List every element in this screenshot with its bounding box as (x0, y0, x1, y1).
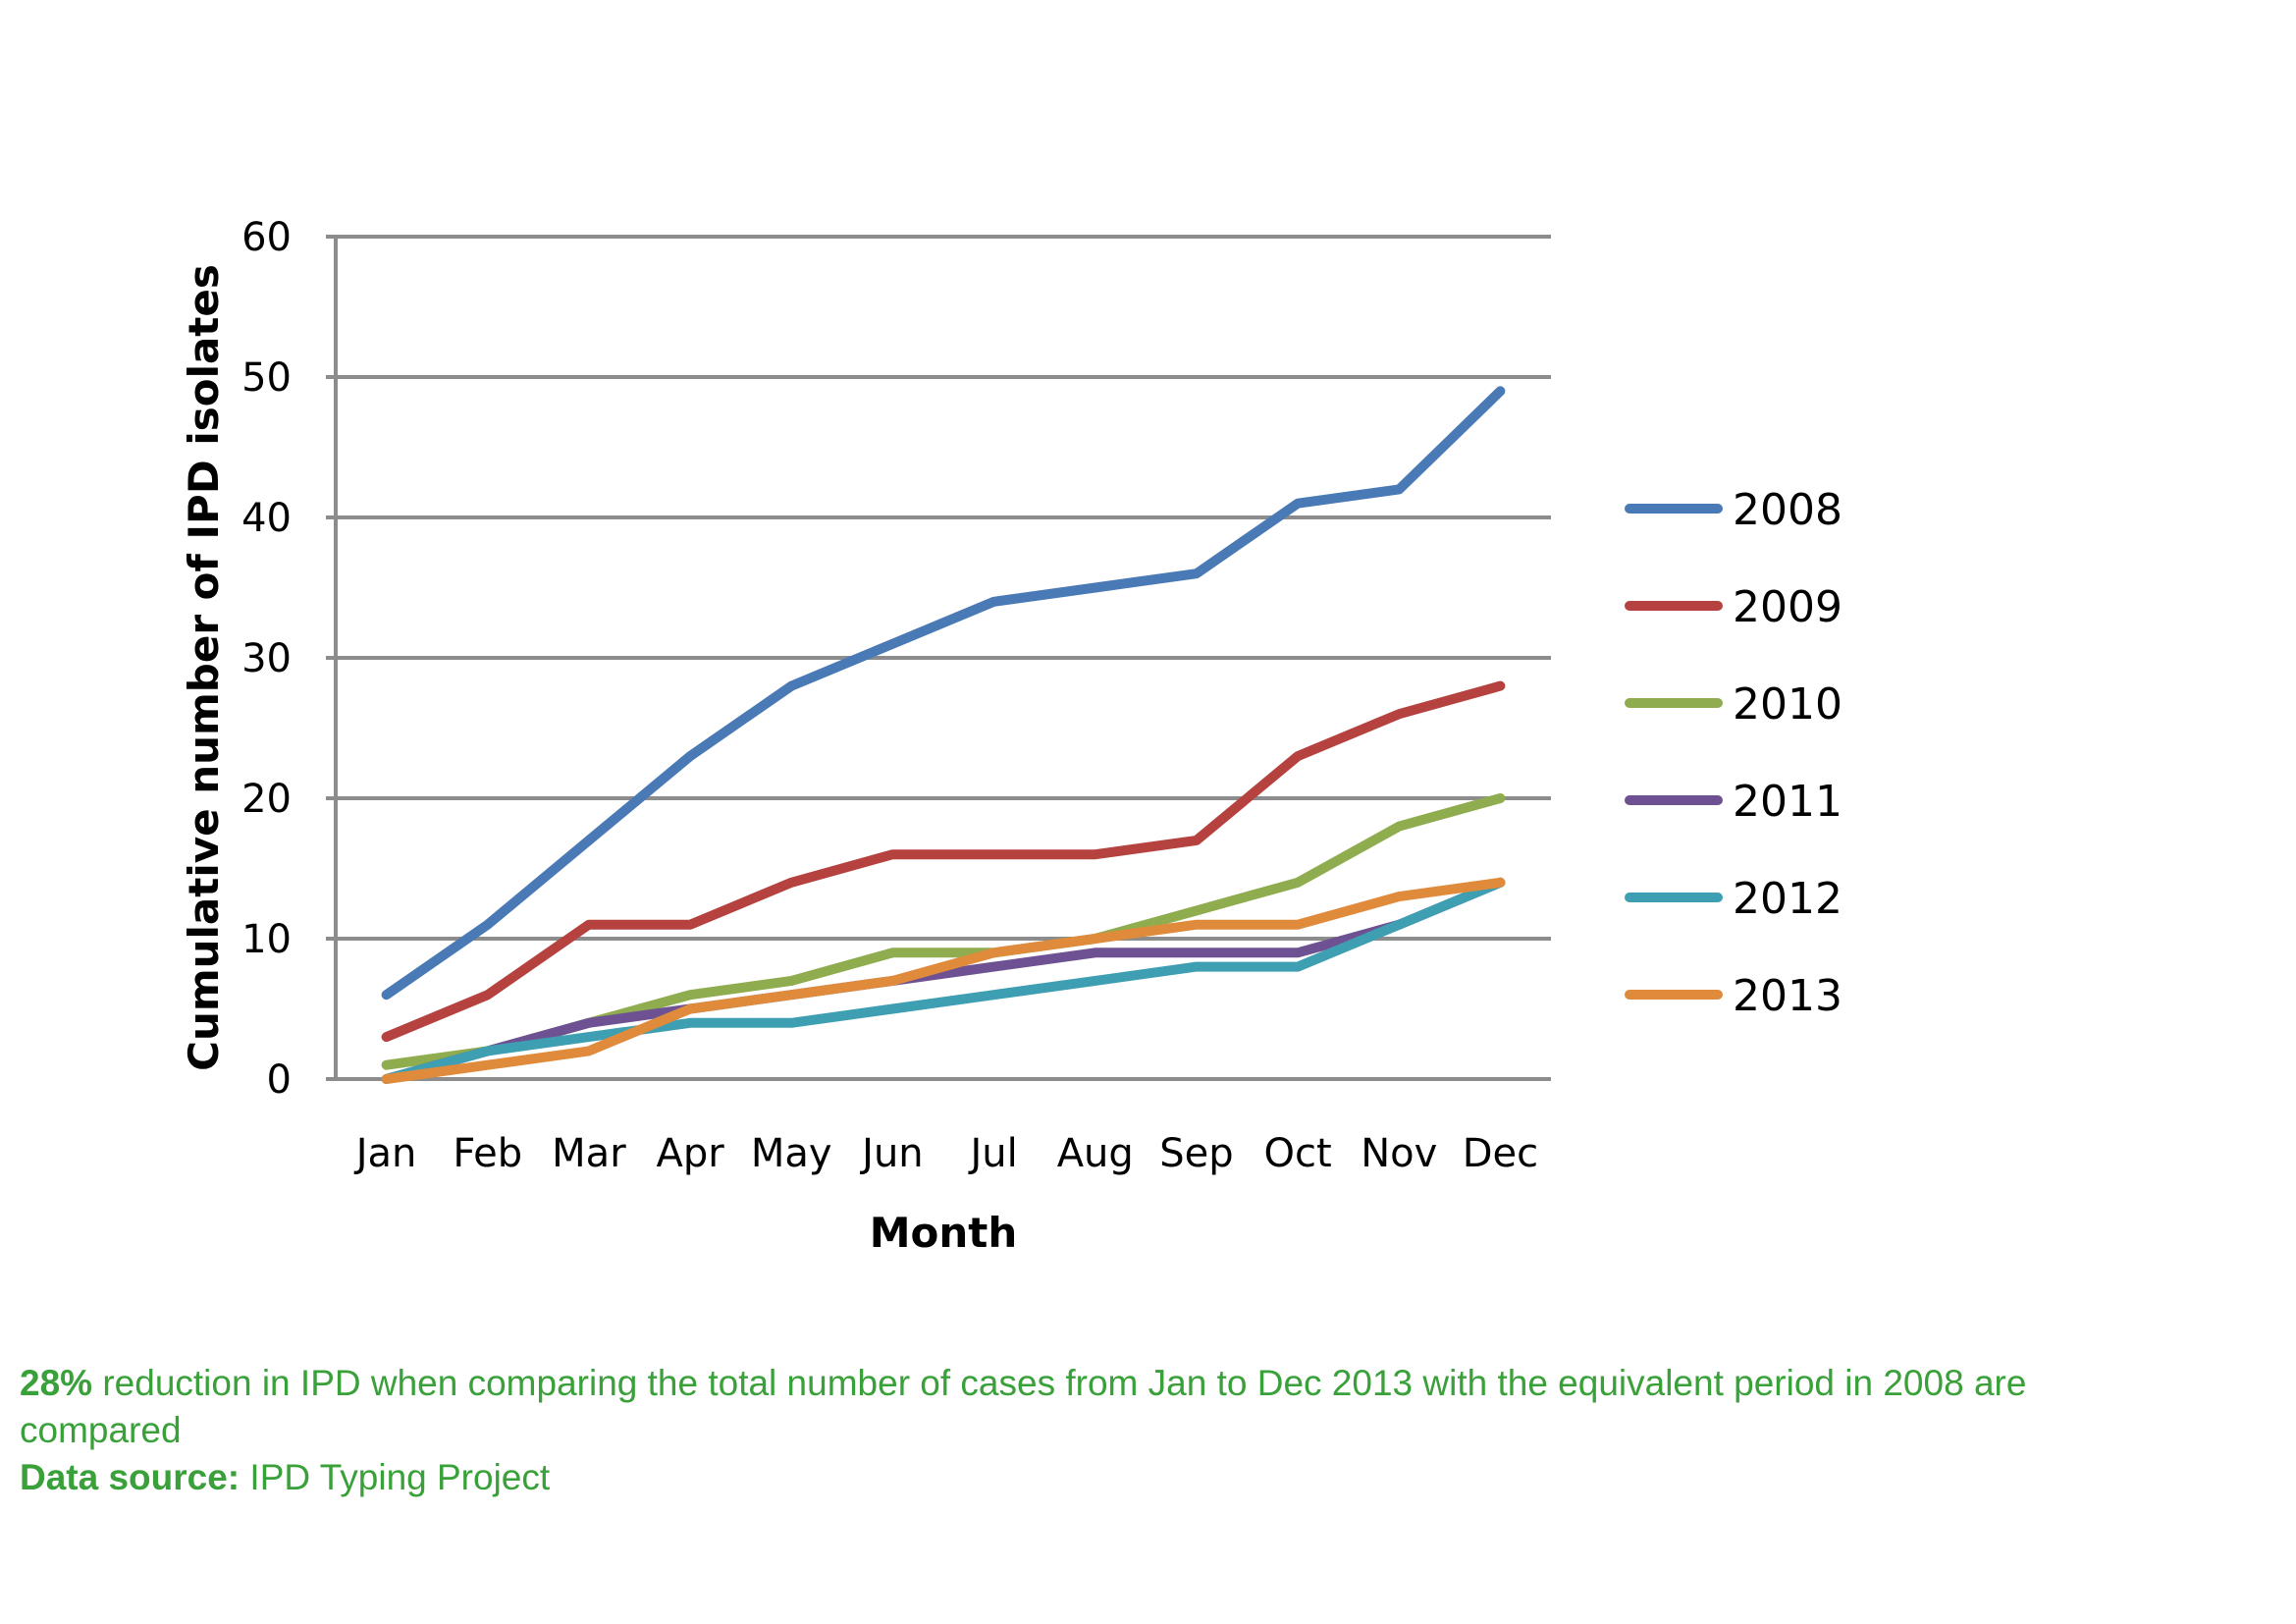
x-tick-label: Apr (656, 1131, 724, 1176)
line-chart: 0 10 20 30 40 50 60 Jan Feb Mar Apr May Jun Jul Aug Se… (180, 215, 1842, 1257)
y-tick-label: 50 (241, 355, 292, 401)
y-tick-label: 30 (241, 636, 292, 681)
y-tick-label: 10 (241, 917, 292, 962)
chart-note: 28% reduction in IPD when comparing the … (20, 1360, 2081, 1501)
x-tick-label: Mar (552, 1131, 626, 1176)
series-line-2013 (381, 877, 1506, 1084)
series-lines (381, 386, 1506, 1084)
x-tick-label: Jan (353, 1131, 417, 1176)
data-source-value: IPD Typing Project (240, 1457, 551, 1497)
legend-label-2009: 2009 (1733, 582, 1842, 632)
y-tick-label: 40 (241, 496, 292, 541)
x-tick-label: Nov (1361, 1131, 1437, 1176)
y-tick-label: 0 (267, 1057, 292, 1103)
reduction-note: 28% reduction in IPD when comparing the … (20, 1360, 2081, 1454)
x-tick-labels: Jan Feb Mar Apr May Jun Jul Aug Sep Oct Nov Dec (353, 1131, 1538, 1176)
x-axis-title: Month (870, 1209, 1018, 1257)
legend: 2008 2009 2010 2011 2012 2013 (1625, 485, 1842, 1021)
x-tick-label: Jul (967, 1131, 1017, 1176)
chart-area: 0 10 20 30 40 50 60 Jan Feb Mar Apr May Jun Jul Aug Se… (180, 215, 1842, 1257)
reduction-text: reduction in IPD when comparing the tota… (20, 1363, 2027, 1450)
series-line-2009 (381, 680, 1506, 1043)
y-axis-title: Cumulative number of IPD isolates (180, 264, 228, 1071)
data-source-label: Data source: (20, 1457, 240, 1497)
series-line-2010 (381, 793, 1506, 1070)
data-source: Data source: IPD Typing Project (20, 1454, 2081, 1501)
reduction-percent: 28% (20, 1363, 93, 1403)
legend-label-2012: 2012 (1733, 874, 1842, 924)
y-tick-labels: 0 10 20 30 40 50 60 (241, 215, 292, 1103)
x-tick-label: Aug (1057, 1131, 1134, 1176)
series-line-2011 (381, 877, 1506, 1084)
gridlines (326, 235, 1551, 1081)
y-tick-label: 60 (241, 215, 292, 260)
legend-label-2010: 2010 (1733, 679, 1842, 730)
legend-label-2013: 2013 (1733, 971, 1842, 1021)
y-tick-label: 20 (241, 777, 292, 822)
legend-label-2011: 2011 (1733, 777, 1842, 827)
series-line-2012 (381, 877, 1506, 1084)
x-tick-label: Sep (1159, 1131, 1233, 1176)
x-tick-label: Feb (453, 1131, 522, 1176)
x-tick-label: Oct (1263, 1131, 1331, 1176)
x-tick-label: Jun (859, 1131, 924, 1176)
x-tick-label: May (751, 1131, 832, 1176)
x-tick-label: Dec (1463, 1131, 1538, 1176)
legend-label-2008: 2008 (1733, 485, 1842, 535)
series-line-2008 (381, 386, 1506, 1001)
